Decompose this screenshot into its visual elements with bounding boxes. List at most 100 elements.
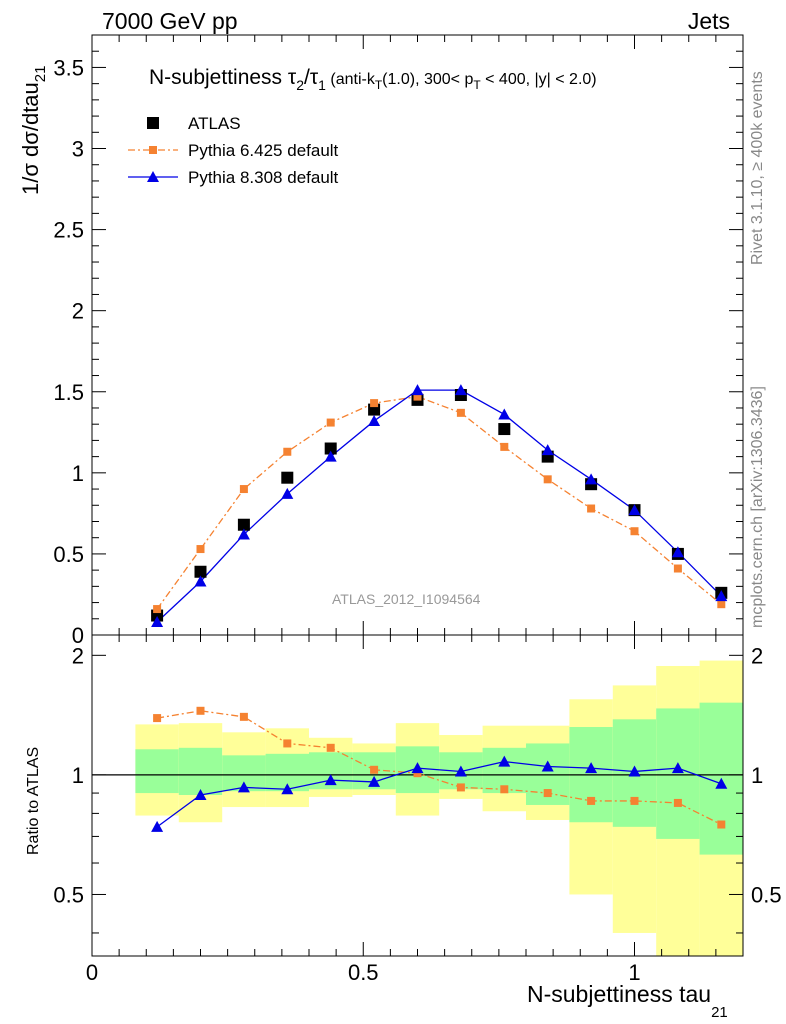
pythia6-point [500,442,509,451]
pythia8-point [237,528,250,540]
ratio-pythia6-point [326,743,335,752]
ratio-pythia6-point [587,796,596,805]
title-rest2: (1.0), 300< p [382,71,473,88]
ratio-y-tick-label-right: 1 [751,763,763,788]
ratio-pythia6-point [370,765,379,774]
main-ylabel-text: 1/σ dσ/dtau [18,82,43,195]
atlas-point [281,471,294,484]
atlas-point [324,442,337,455]
pythia6-point [630,527,639,536]
pythia6-point [543,475,552,484]
legend-label-atlas: ATLAS [188,114,241,133]
pythia8-point [324,450,337,462]
ratio-pythia8-point [324,774,337,786]
main-title: N-subjettiness τ2/τ1 (anti-kT(1.0), 300<… [149,66,597,93]
y-tick-label: 0 [72,623,84,648]
ratio-pythia8-point [671,762,684,774]
ratio-pythia6-point [196,706,205,715]
ratio-panel: 0.5 0.5 1 1 2 2 0 0.5 1 Ratio to ATLAS N-subjett… [25,634,782,1021]
title-subT2: T [473,78,481,92]
pythia6-point [673,564,682,573]
legend: ATLAS Pythia 6.425 default Pythia 8.308 … [128,114,339,187]
title-slash: /τ [304,66,319,89]
pythia6-point [239,485,248,494]
main-panel-series [151,384,728,628]
pythia8-point [281,487,294,499]
ratio-y-tick-label: 0.5 [53,882,84,907]
main-ylabel: 1/σ dσ/dtau21 [18,66,49,195]
title-rest3: < 400, |y| < 2.0) [481,71,597,88]
legend-marker-pythia6 [149,146,157,154]
ratio-pythia6-point [500,785,509,794]
x-tick-label: 0 [86,960,98,985]
main-ylabel-sub: 21 [32,66,49,83]
pythia8-point [411,384,424,396]
ratio-pythia6-point [283,739,292,748]
pythia8-point [368,414,381,426]
x-tick-label: 1 [628,960,640,985]
legend-label-pythia6: Pythia 6.425 default [188,141,339,160]
main-panel-ticks: 0 0.5 1 1.5 2 2.5 3 3.5 [53,35,744,648]
legend-label-pythia8: Pythia 8.308 default [188,168,339,187]
ratio-pythia8-point [237,781,250,793]
ratio-pythia6-line [156,710,722,826]
y-tick-label: 3 [72,137,84,162]
pythia6-point [153,605,162,614]
analysis-label: ATLAS_2012_I1094564 [332,591,481,607]
ratio-ylabel: Ratio to ATLAS [25,747,42,855]
title-sub1: 2 [296,77,304,93]
stat-uncertainty-band [178,747,223,795]
pythia6-point [587,504,596,513]
ratio-pythia8-point [454,765,467,777]
ratio-bands [92,660,743,956]
pythia8-point [715,590,728,602]
mcplots-note: mcplots.cern.ch [arXiv:1306.3436] [749,386,766,628]
pythia6-point [370,399,379,408]
pythia6-point [283,447,292,456]
ratio-pythia8-point [368,775,381,787]
pythia8-point [498,408,511,420]
ratio-pythia8-line [156,760,722,828]
ratio-y-tick-label-right: 0.5 [751,882,782,907]
main-panel: 00.511.522.533.5 N-subjettiness τ2/τ1 (a… [18,34,744,648]
ratio-pythia6-point [717,820,726,829]
pythia6-line [156,395,722,610]
ratio-pythia8-point [715,777,728,789]
xlabel: N-subjettiness tau21 [527,981,728,1021]
title-rest1: (anti-k [326,71,376,88]
xlabel-sub: 21 [711,1004,728,1021]
pythia8-point [671,546,684,558]
pythia6-point [326,418,335,427]
atlas-point [498,423,511,436]
atlas-point [194,565,207,578]
x-tick-label: 0.5 [348,960,379,985]
stat-uncertainty-band [135,749,179,794]
legend-marker-pythia8 [147,171,159,182]
ratio-y-tick-label-right: 2 [751,643,763,668]
title-main: N-subjettiness τ [149,66,297,89]
y-tick-label: 2.5 [53,218,84,243]
xlabel-text: N-subjettiness tau [527,981,711,1007]
ratio-series [151,706,728,832]
ratio-pythia6-point [543,789,552,798]
ratio-pythia6-point [413,769,422,778]
ratio-pythia6-point [239,712,248,721]
y-tick-label: 1.5 [53,380,84,405]
pythia6-point [717,600,726,609]
pythia6-point [456,408,465,417]
energy-label: 7000 GeV pp [102,8,238,34]
ratio-pythia8-point [151,820,164,832]
pythia8-point [194,575,207,587]
ratio-pythia8-point [541,760,554,772]
pythia8-point [541,444,554,456]
pythia6-point [196,545,205,554]
ratio-pythia6-point [673,798,682,807]
pythia8-point [151,616,164,628]
pythia8-point [585,473,598,485]
legend-marker-atlas [147,117,159,129]
ratio-pythia6-point [630,796,639,805]
jets-label: Jets [688,8,730,34]
ratio-y-tick-label: 1 [72,763,84,788]
pythia6-point [413,392,422,401]
ratio-y-tick-label: 2 [72,643,84,668]
